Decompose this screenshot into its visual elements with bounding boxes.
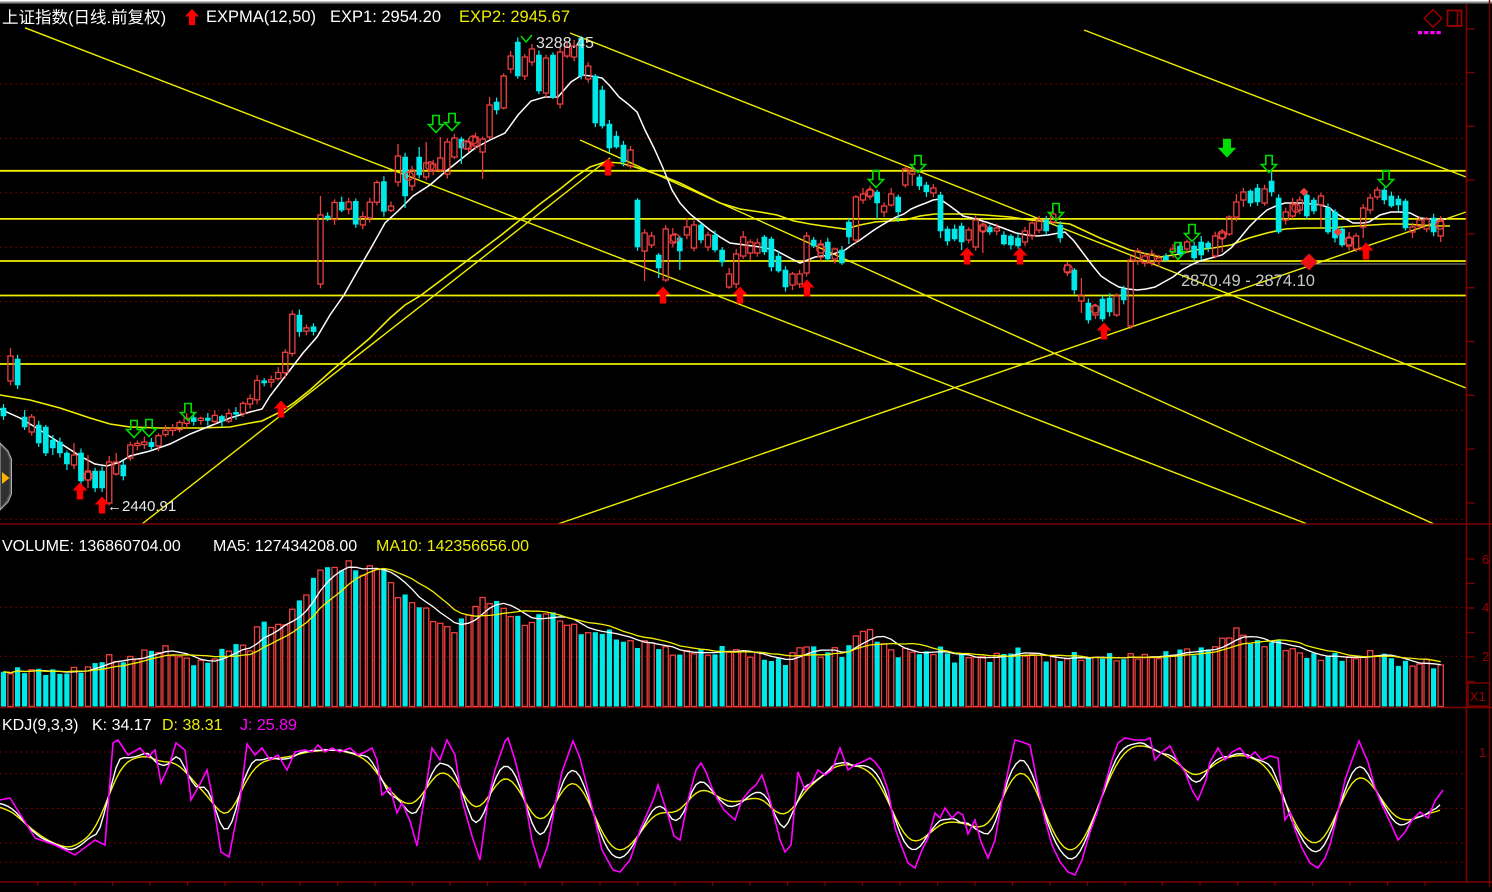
- svg-text:K: 34.17: K: 34.17: [92, 717, 152, 734]
- svg-text:6: 6: [1482, 552, 1489, 567]
- svg-text:X1: X1: [1470, 689, 1486, 704]
- svg-text:VOLUME: 136860704.00: VOLUME: 136860704.00: [2, 538, 181, 555]
- svg-text:EXP2: 2945.67: EXP2: 2945.67: [459, 8, 570, 26]
- svg-text:EXPMA(12,50): EXPMA(12,50): [206, 8, 316, 26]
- svg-text:MA5: 127434208.00: MA5: 127434208.00: [213, 538, 357, 555]
- svg-text:←2440.91: ←2440.91: [107, 498, 176, 515]
- svg-text:3288.45: 3288.45: [536, 35, 594, 52]
- svg-text:2: 2: [1482, 649, 1489, 664]
- svg-text:KDJ(9,3,3): KDJ(9,3,3): [2, 717, 78, 734]
- svg-text:上证指数(日线.前复权): 上证指数(日线.前复权): [2, 8, 166, 27]
- svg-text:EXP1: 2954.20: EXP1: 2954.20: [330, 8, 441, 26]
- svg-text:2870.49 - 2874.10: 2870.49 - 2874.10: [1181, 272, 1315, 290]
- svg-text:MA10: 142356656.00: MA10: 142356656.00: [376, 538, 529, 555]
- svg-text:1: 1: [1479, 745, 1486, 760]
- svg-text:4: 4: [1482, 600, 1489, 615]
- svg-text:D: 38.31: D: 38.31: [162, 717, 223, 734]
- svg-text:J: 25.89: J: 25.89: [240, 717, 297, 734]
